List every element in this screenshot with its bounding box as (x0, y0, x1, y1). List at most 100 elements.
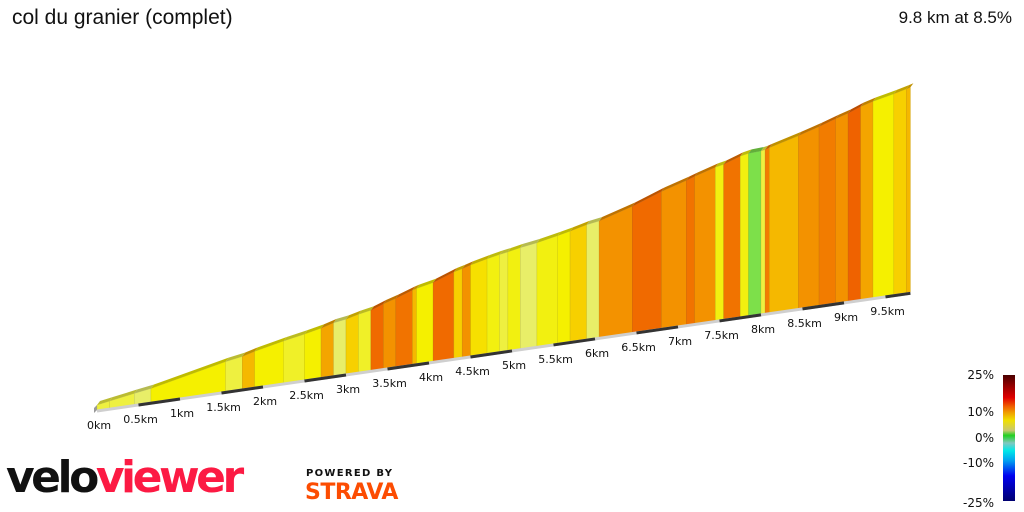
profile-segment (462, 264, 471, 358)
x-tick-label: 8km (751, 323, 775, 336)
profile-top-surface (433, 268, 457, 283)
profile-segment (557, 231, 571, 344)
profile-top-surface (416, 278, 437, 289)
profile-top-surface (873, 89, 897, 102)
profile-top-surface (470, 254, 491, 266)
profile-segment (486, 254, 500, 354)
x-tick-label: 6.5km (621, 341, 656, 354)
profile-segment (906, 87, 911, 294)
profile-top-surface (358, 306, 374, 315)
profile-segment (358, 310, 372, 373)
distance-axis-bar (802, 301, 845, 311)
x-tick-label: 5km (502, 359, 526, 372)
profile-top-surface (570, 220, 590, 232)
profile-top-surface (346, 310, 362, 320)
climb-summary: 9.8 km at 8.5% (898, 8, 1012, 27)
profile-top-surface (321, 318, 337, 329)
x-tick-label: 1.5km (206, 401, 241, 414)
profile-top-surface (304, 324, 325, 335)
distance-axis-bar (553, 337, 596, 347)
page-title: col du granier (complet) (12, 6, 233, 29)
x-tick-label: 0km (87, 419, 111, 432)
distance-axis-bar (885, 291, 911, 299)
profile-top-surface (686, 172, 698, 181)
profile-top-surface (462, 261, 474, 269)
distance-axis-bar (138, 397, 181, 407)
profile-top-surface (283, 330, 308, 341)
profile-segment (304, 327, 322, 381)
profile-segment (661, 180, 687, 329)
profile-top-surface (748, 146, 764, 154)
distance-axis-bar (304, 373, 347, 383)
profile-top-surface (694, 163, 719, 177)
profile-segment (569, 224, 587, 342)
profile-segment (769, 135, 799, 313)
profile-segment (395, 290, 413, 367)
profile-top-surface (848, 102, 864, 114)
profile-segment (320, 322, 334, 378)
profile-segment (333, 319, 347, 376)
profile-segment (694, 167, 716, 324)
profile-segment (453, 268, 463, 359)
x-tick-label: 2.5km (289, 389, 324, 402)
profile-segment (860, 101, 874, 300)
profile-segment (225, 356, 243, 392)
profile-segment (520, 242, 538, 349)
profile-top-surface (97, 397, 113, 405)
profile-segment (872, 93, 894, 298)
profile-top-surface (536, 231, 561, 243)
profile-segment (283, 333, 305, 384)
distance-axis-bar (221, 385, 264, 395)
x-tick-label: 3km (336, 383, 360, 396)
profile-segment (835, 112, 849, 304)
profile-top-surface (507, 243, 524, 252)
profile-segment (416, 282, 434, 364)
profile-segment (715, 164, 724, 321)
x-tick-label: 5.5km (538, 353, 573, 366)
profile-top-surface (150, 357, 229, 389)
profile-top-surface (557, 227, 574, 236)
x-tick-label: 0.5km (123, 413, 158, 426)
profile-top-surface (395, 286, 416, 299)
profile-top-surface (134, 384, 154, 394)
x-tick-label: 7km (668, 335, 692, 348)
profile-top-surface (453, 264, 466, 273)
profile-top-surface (109, 389, 138, 402)
profile-segment (893, 88, 907, 295)
profile-top-surface (370, 299, 387, 311)
distance-axis-bar (387, 361, 430, 371)
profile-top-surface (599, 202, 636, 222)
profile-top-surface (383, 294, 399, 304)
profile-segment (345, 314, 359, 375)
profile-segment (242, 351, 255, 390)
profile-segment (432, 271, 455, 362)
profile-segment (507, 247, 521, 351)
profile-top-surface (860, 97, 877, 107)
profile-top-surface (798, 122, 823, 136)
profile-segment (499, 251, 509, 352)
profile-top-surface (835, 109, 852, 119)
veloviewer-logo[interactable]: veloviewer (6, 450, 244, 506)
profile-segment (412, 288, 417, 365)
distance-axis-bar (470, 349, 513, 359)
profile-top-surface (520, 238, 540, 248)
profile-top-surface (632, 187, 665, 207)
profile-segment (748, 150, 762, 316)
profile-top-surface (723, 152, 744, 165)
x-tick-label: 4km (419, 371, 443, 384)
profile-segment (370, 303, 384, 371)
profile-top-surface (769, 131, 802, 148)
logo-velo: velo (6, 452, 99, 503)
profile-top-surface (715, 160, 727, 168)
profile-segment (599, 206, 633, 338)
profile-top-surface (242, 347, 258, 357)
profile-top-surface (740, 149, 752, 157)
profile-segment (383, 298, 396, 369)
strava-logo[interactable]: STRAVA (305, 480, 398, 505)
profile-segment (536, 235, 558, 347)
logo-viewer: viewer (95, 452, 244, 503)
x-tick-label: 6km (585, 347, 609, 360)
profile-top-surface (225, 352, 246, 362)
powered-by-label: POWERED BY (306, 468, 394, 479)
